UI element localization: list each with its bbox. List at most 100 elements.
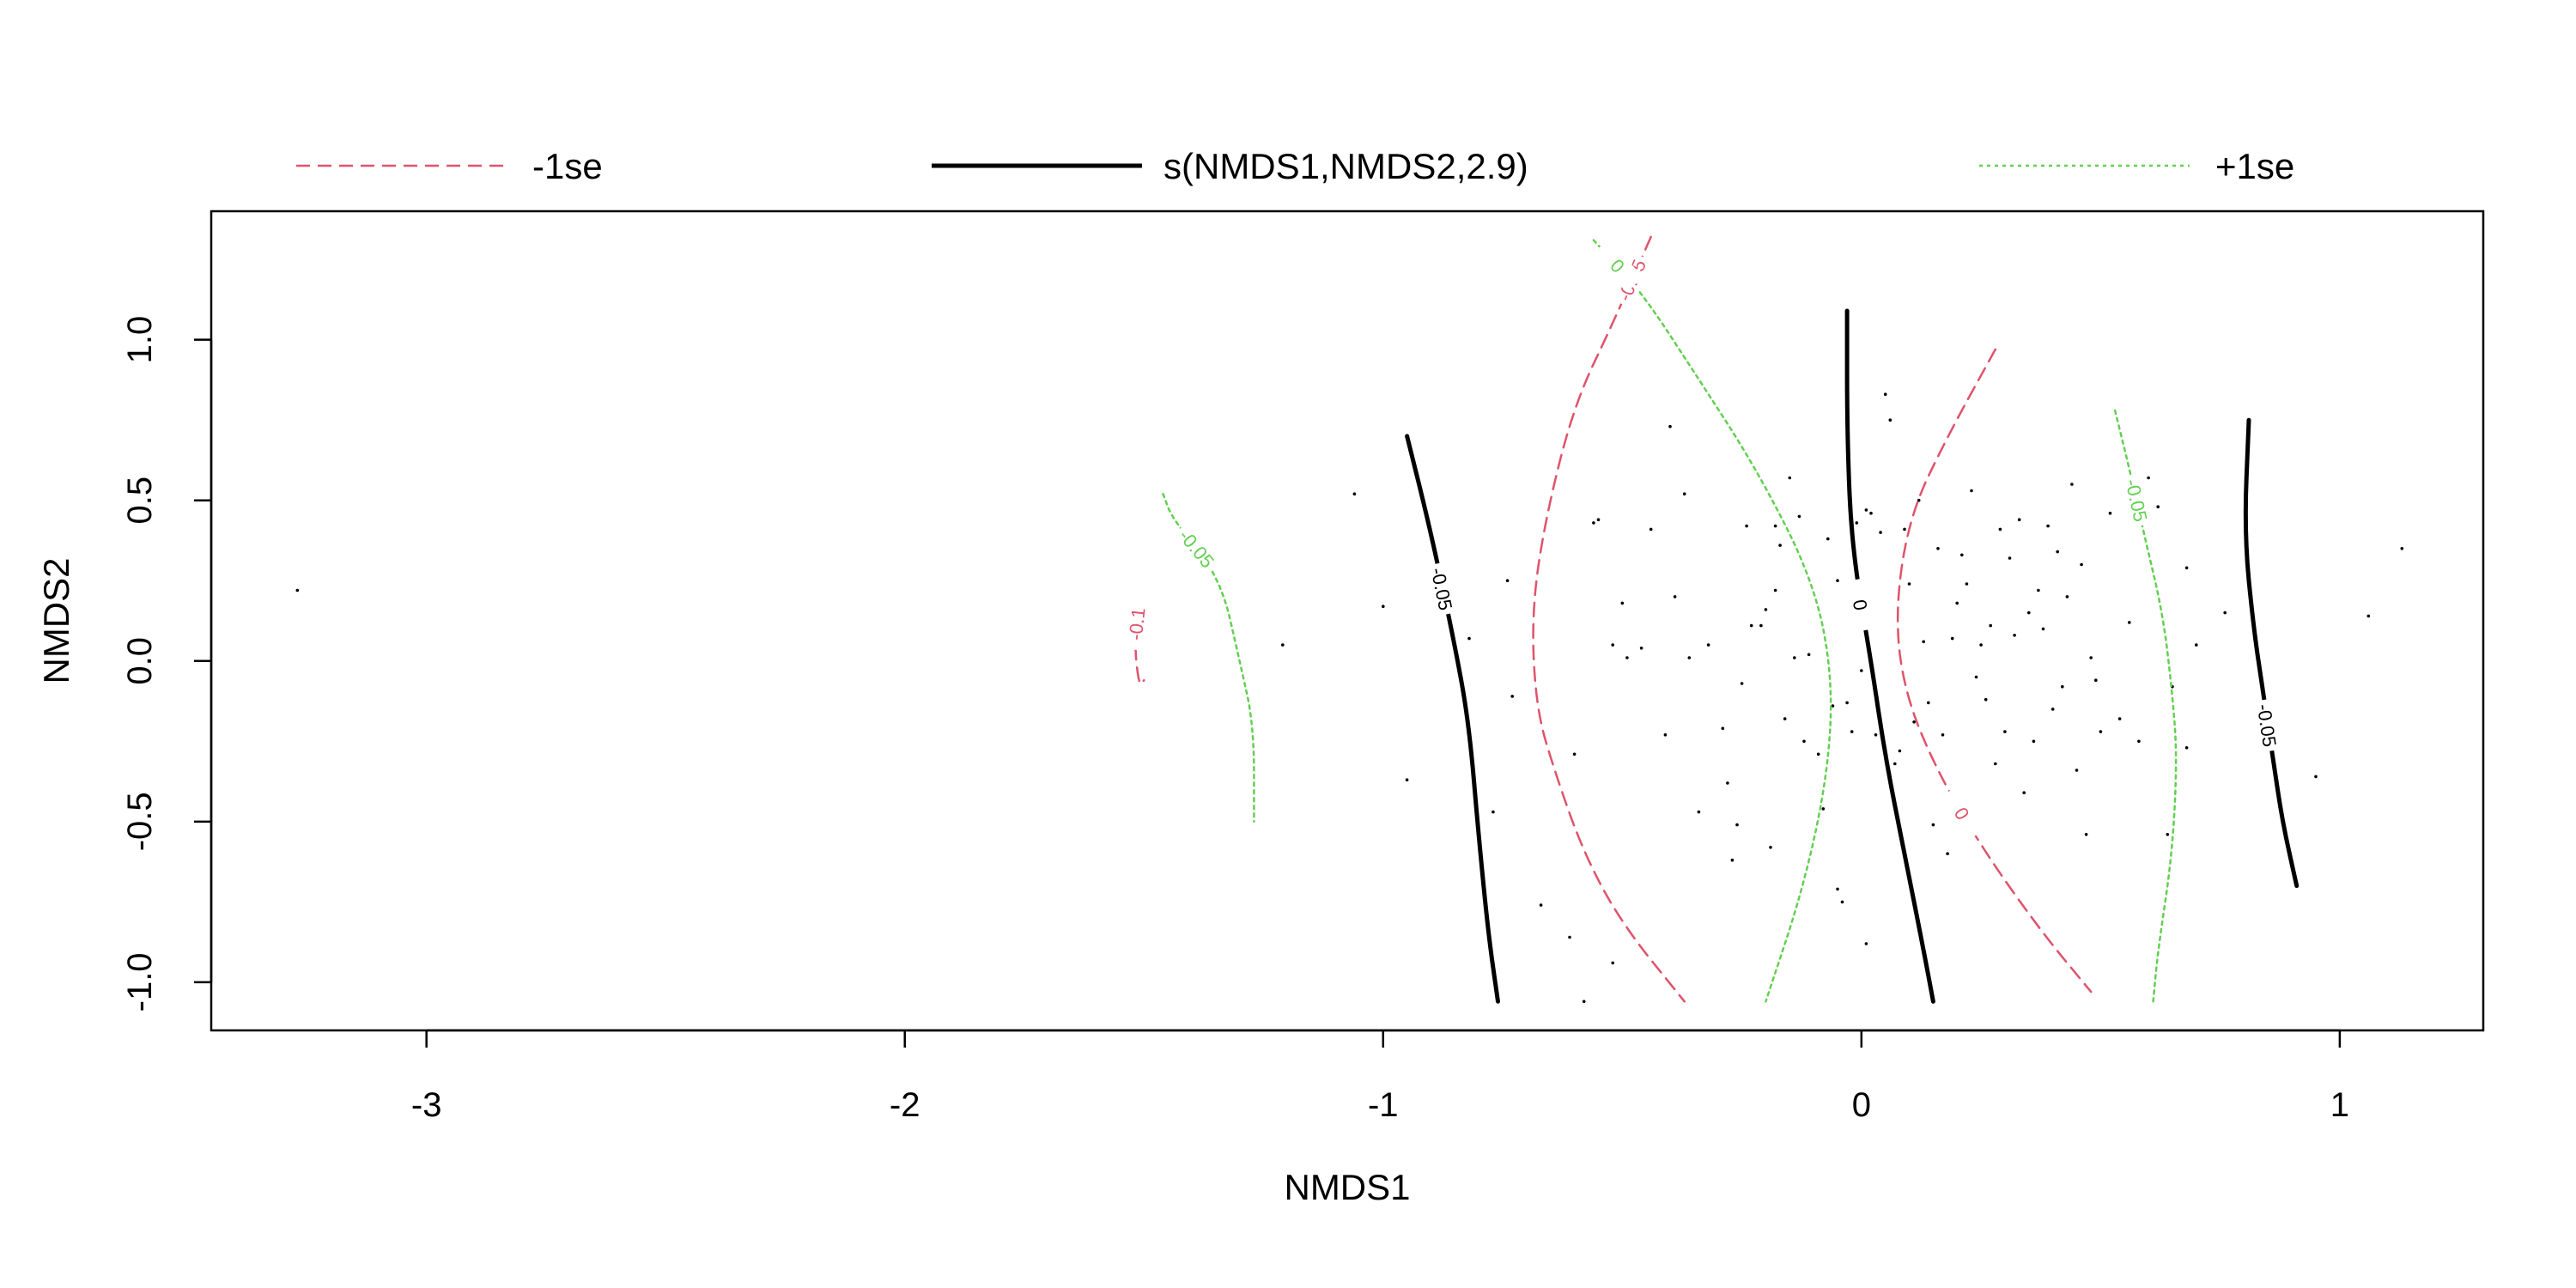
scatter-point (2166, 833, 2170, 836)
scatter-point (1682, 492, 1686, 495)
y-tick-label: 1.0 (121, 316, 159, 364)
scatter-point (2099, 730, 2103, 733)
x-tick-label: -3 (411, 1086, 442, 1124)
contour-label: -0.05 (2121, 477, 2151, 524)
scatter-point (1888, 418, 1893, 422)
scatter-point (2046, 524, 2050, 528)
scatter-point (1382, 605, 1385, 608)
scatter-point (1663, 733, 1668, 737)
scatter-point (1625, 656, 1629, 659)
x-axis: -3 -2 -1 0 1 (411, 1029, 2349, 1124)
scatter-point (1726, 781, 1729, 785)
scatter-point (2075, 769, 2079, 772)
contour-label-bg (1844, 577, 1880, 633)
contour-line-plus (1592, 239, 1832, 1003)
scatter-point (1860, 669, 1863, 672)
scatter-point (1778, 544, 1782, 547)
scatter-point (2089, 656, 2093, 659)
scatter-point (2041, 627, 2045, 631)
y-tick-label: -1.0 (121, 952, 159, 1012)
y-axis: -1.0 -0.5 0.0 0.5 1.0 (121, 316, 213, 1012)
plot-frame (210, 210, 2485, 1032)
x-tick-label: 0 (1852, 1086, 1871, 1124)
scatter-point (2003, 730, 2007, 733)
scatter-point (1582, 999, 1586, 1004)
scatter-point (1883, 392, 1887, 397)
contour-label-bg (1939, 785, 1985, 842)
scatter-point (1907, 582, 1911, 586)
legend-label-plus: +1se (2215, 146, 2294, 186)
scatter-point (1950, 636, 1954, 641)
scatter-point (2027, 611, 2031, 615)
x-axis-title: NMDS1 (1284, 1167, 1410, 1207)
y-tick-label: 0.0 (121, 637, 159, 685)
scatter-point (1539, 903, 1543, 907)
x-tick-label: 1 (2330, 1086, 2349, 1124)
contour-line-plus (1162, 492, 1255, 823)
scatter-point (1721, 726, 1725, 731)
scatter-point (1831, 704, 1835, 708)
scatter-point (1965, 582, 1969, 586)
scatter-point (1797, 514, 1801, 519)
scatter-point (1611, 961, 1614, 965)
scatter-point (1984, 697, 1988, 702)
scatter-point (1893, 762, 1897, 766)
scatter-point (1994, 762, 1997, 766)
scatter-point (1730, 858, 1735, 862)
scatter-point (1773, 524, 1777, 528)
scatter-point (2008, 556, 2012, 560)
scatter-point (1745, 524, 1748, 528)
y-axis-title: NMDS2 (36, 557, 76, 683)
scatter-point (1467, 636, 1471, 641)
contour-line-minus (1532, 235, 1686, 1003)
scatter-point (2022, 791, 2026, 794)
scatter-point (1505, 579, 1510, 582)
scatter-point (1592, 521, 1595, 525)
scatter-point (1874, 733, 1878, 737)
contour-label-bg (1424, 561, 1461, 617)
scatter-point (2084, 833, 2088, 836)
scatter-point (2094, 678, 2098, 682)
scatter-point (2128, 621, 2131, 624)
contour-line-minus (1896, 348, 2093, 993)
scatter-point (1941, 733, 1945, 737)
scatter-point (1352, 492, 1357, 495)
scatter-point (2117, 717, 2122, 720)
scatter-point (1769, 846, 1772, 849)
scatter-point (1998, 527, 2002, 532)
scatter-point (1864, 508, 1868, 512)
scatter-point (2017, 518, 2021, 521)
scatter-point (1759, 623, 1763, 628)
scatter-point (1979, 643, 1983, 647)
contour-line-fit (2243, 417, 2300, 889)
y-tick-label: 0.5 (121, 477, 159, 525)
scatter-point (1821, 807, 1826, 811)
scatter-point (1917, 498, 1921, 502)
scatter-point (2080, 562, 2083, 567)
scatter-point (1855, 521, 1859, 525)
scatter-point (2013, 634, 2016, 637)
scatter-point (1764, 608, 1768, 611)
scatter-point (1510, 695, 1514, 698)
scatter-point (2400, 547, 2404, 550)
scatter-point (1912, 720, 1916, 724)
contour-label: 0 (1849, 598, 1872, 611)
contour-line-fit (1405, 434, 1500, 1004)
scatter-point (2184, 746, 2189, 750)
scatter-point (1492, 810, 1495, 814)
scatter-points (295, 392, 2404, 1004)
contour-label-bg (1122, 597, 1151, 652)
scatter-point (2184, 566, 2189, 570)
scatter-point (1816, 752, 1820, 756)
scatter-point (1673, 595, 1677, 598)
scatter-point (1568, 935, 1571, 939)
scatter-point (1955, 601, 1959, 605)
scatter-point (1749, 623, 1753, 628)
scatter-point (2050, 708, 2055, 711)
scatter-point (1850, 730, 1854, 733)
scatter-point (1970, 489, 1973, 493)
scatter-point (2137, 739, 2141, 744)
scatter-point (1802, 739, 1806, 744)
scatter-point (1836, 579, 1839, 582)
